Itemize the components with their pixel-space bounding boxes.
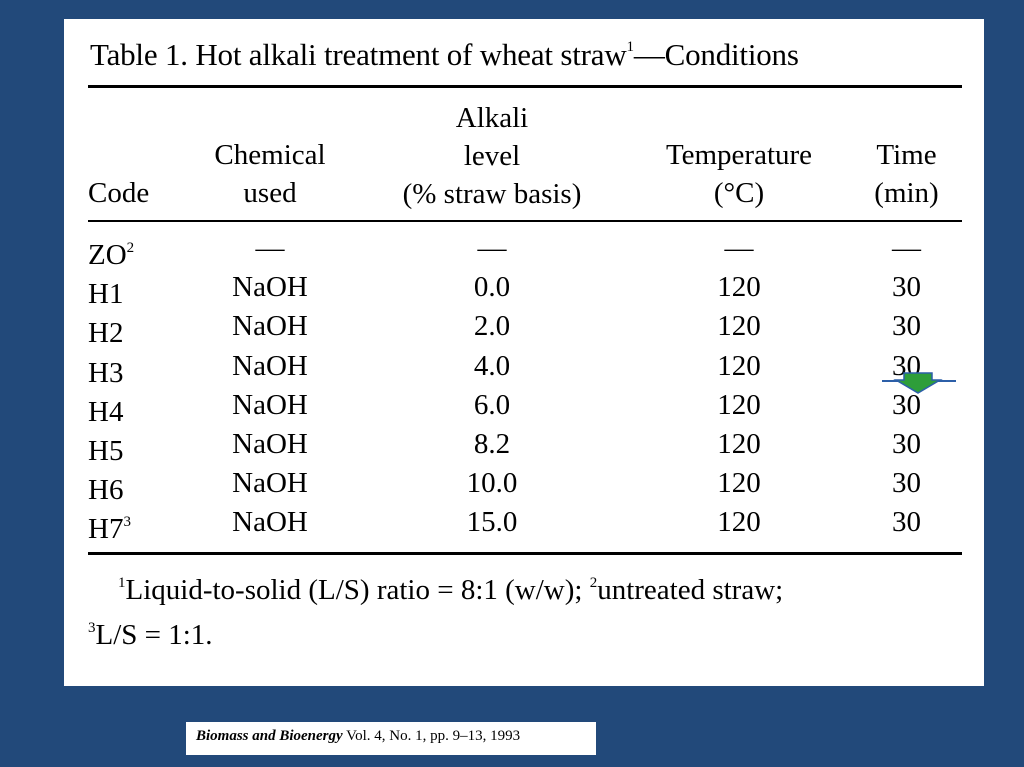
header-alkali: Alkali level (% straw basis): [402, 102, 582, 210]
table-panel: Table 1. Hot alkali treatment of wheat s…: [64, 19, 984, 686]
cell-temp: 120: [717, 389, 761, 421]
cell-time: —: [892, 232, 921, 264]
cell-chemical: NaOH: [232, 271, 308, 303]
table-title: Table 1. Hot alkali treatment of wheat s…: [90, 37, 799, 72]
cell-time: 30: [892, 389, 921, 421]
cell-temp: 120: [717, 350, 761, 382]
cell-alkali: 4.0: [473, 350, 511, 382]
header-temperature: Temperature (°C): [665, 139, 813, 209]
journal-name: Biomass and Bioenergy: [196, 728, 343, 744]
cell-alkali: 15.0: [466, 506, 518, 538]
header-rule: [88, 220, 962, 222]
cell-time: 30: [892, 506, 921, 538]
cell-code: H5: [88, 435, 124, 467]
cell-temp: 120: [717, 271, 761, 303]
cell-alkali: 0.0: [473, 271, 511, 303]
cell-chemical: NaOH: [232, 506, 308, 538]
cell-code: H2: [88, 317, 124, 349]
citation-details: Vol. 4, No. 1, pp. 9–13, 1993: [342, 728, 521, 744]
cell-code: H6: [88, 474, 124, 506]
cell-code: H73: [88, 513, 131, 545]
header-time: Time (min): [874, 139, 939, 209]
cell-temp: 120: [717, 428, 761, 460]
cell-temp: 120: [717, 467, 761, 499]
top-rule: [88, 85, 962, 88]
cell-temp: 120: [717, 310, 761, 342]
cell-code: ZO2: [88, 239, 135, 271]
cell-time: 30: [892, 467, 921, 499]
cell-temp: —: [724, 232, 754, 264]
cell-code: H3: [88, 357, 124, 389]
cell-alkali: 10.0: [466, 467, 518, 499]
table-footnote: 1Liquid-to-solid (L/S) ratio = 8:1 (w/w)…: [88, 574, 784, 651]
cell-code: H1: [88, 278, 124, 310]
cell-chemical: NaOH: [232, 389, 308, 421]
cell-chemical: NaOH: [232, 428, 308, 460]
cell-time: 30: [892, 428, 921, 460]
header-chemical: Chemical used: [214, 139, 326, 209]
cell-alkali: 8.2: [473, 428, 511, 460]
cell-chemical: NaOH: [232, 310, 308, 342]
citation-strip: Biomass and Bioenergy Vol. 4, No. 1, pp.…: [186, 722, 596, 755]
cell-code: H4: [88, 396, 124, 428]
cell-alkali: 6.0: [473, 389, 511, 421]
down-arrow-icon: [882, 372, 956, 394]
cell-time: 30: [892, 271, 921, 303]
cell-time: 30: [892, 310, 921, 342]
bottom-rule: [88, 552, 962, 555]
cell-alkali: —: [477, 232, 507, 264]
cell-temp: 120: [717, 506, 761, 538]
header-code: Code: [88, 177, 150, 209]
cell-chemical: NaOH: [232, 467, 308, 499]
cell-chemical: —: [255, 232, 285, 264]
cell-chemical: NaOH: [232, 350, 308, 382]
cell-alkali: 2.0: [473, 310, 511, 342]
